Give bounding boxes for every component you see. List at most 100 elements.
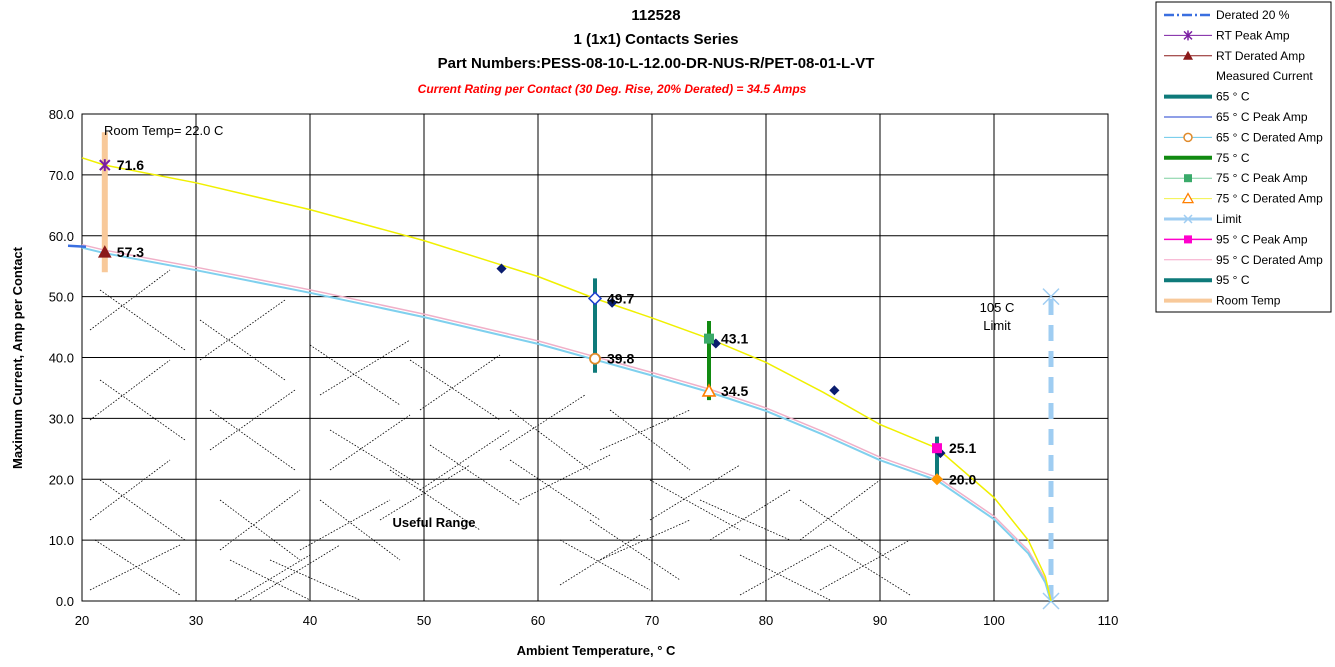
hatch-line: [649, 464, 741, 521]
annotation-useful-range: Useful Range: [392, 515, 475, 530]
legend-label: 95 ° C: [1216, 273, 1250, 287]
hatch-line: [234, 554, 311, 601]
hatch-line: [269, 559, 361, 601]
hatch-line: [379, 464, 471, 521]
grid-lines: [81, 113, 1109, 602]
data-label: 43.1: [721, 331, 748, 347]
hatch-line: [519, 454, 611, 501]
hatch-line: [429, 444, 521, 506]
c95-derated-marker: [930, 473, 944, 486]
hatch-line: [699, 499, 791, 541]
chart-title-line-3: Part Numbers:PESS-08-10-L-12.00-DR-NUS-R…: [438, 55, 875, 72]
y-tick-label: 30.0: [49, 411, 74, 426]
hatch-line: [419, 429, 511, 491]
data-label: 49.7: [607, 290, 634, 306]
y-tick-label: 20.0: [49, 472, 74, 487]
legend-marker: [1184, 174, 1192, 183]
legend-marker: [1183, 132, 1193, 143]
y-tick-label: 80.0: [49, 107, 74, 122]
legend-label: 65 ° C: [1216, 90, 1250, 104]
hatch-line: [829, 544, 911, 596]
derated-curve-pink: [81, 243, 1052, 600]
hatch-line: [94, 539, 181, 596]
legend-marker: [1184, 235, 1192, 244]
hatch-line: [499, 394, 586, 451]
measured-point: [607, 297, 618, 308]
x-tick-label: 100: [983, 613, 1005, 628]
y-tick-label: 50.0: [49, 290, 74, 305]
hatch-line: [89, 459, 171, 521]
hatch-line: [329, 429, 421, 486]
hatch-line: [739, 544, 831, 596]
annotation-room-temp: Room Temp= 22.0 C: [104, 123, 223, 138]
derated-20-line: [67, 244, 87, 248]
hatch-line: [249, 544, 341, 601]
hatch-line: [219, 489, 301, 551]
y-tick-label: 0.0: [56, 594, 74, 609]
legend: Derated 20 % RT Peak Amp RT Derated Amp Mea…: [1155, 1, 1332, 313]
legend-marker: [1181, 192, 1195, 204]
hatch-line: [609, 409, 691, 471]
hatch-line: [199, 299, 286, 361]
y-axis-title: Maximum Current, Amp per Contact: [10, 246, 25, 469]
peak-curve: [81, 157, 1052, 602]
hatch-line: [509, 459, 601, 521]
c95-peak-marker: [932, 443, 942, 454]
hatch-line: [319, 499, 401, 561]
hatch-line: [409, 359, 501, 421]
hatch-line: [799, 499, 891, 561]
hatch-line: [559, 539, 651, 591]
c65-derated-marker: [589, 352, 601, 365]
x-tick-label: 60: [531, 613, 545, 628]
rt-derated-marker: [97, 245, 112, 258]
hatch-line: [319, 339, 411, 396]
y-tick-label: 40.0: [49, 351, 74, 366]
chart-title-line-1: 112528: [631, 7, 680, 24]
legend-marker: [1183, 214, 1193, 224]
legend-label: 95 ° C Derated Amp: [1216, 253, 1323, 267]
hatch-line: [89, 269, 171, 331]
legend-label: 65 ° C Derated Amp: [1216, 130, 1323, 144]
x-tick-label: 110: [1098, 613, 1119, 628]
x-axis-title: Ambient Temperature, ° C: [517, 643, 676, 658]
c75-derated-marker: [701, 383, 717, 397]
limit-marker: [1042, 288, 1060, 306]
legend-label: Room Temp: [1216, 294, 1281, 308]
hatch-line: [739, 554, 831, 601]
x-tick-label: 90: [873, 613, 887, 628]
legend-label: Limit: [1216, 212, 1242, 226]
x-tick-label: 80: [759, 613, 773, 628]
legend-label: 75 ° C Derated Amp: [1216, 192, 1323, 206]
hatch-line: [509, 409, 591, 471]
hatch-line: [209, 389, 296, 451]
legend-label: 75 ° C Peak Amp: [1216, 171, 1308, 185]
x-tick-label: 50: [417, 613, 431, 628]
c65-peak-marker: [587, 291, 603, 306]
hatch-line: [649, 479, 741, 531]
hatch-line: [819, 539, 911, 591]
hatch-line: [99, 379, 186, 441]
hatch-line: [389, 469, 481, 531]
chart-title-line-2: 1 (1x1) Contacts Series: [573, 31, 738, 48]
hatch-line: [229, 559, 311, 601]
useful-range-hatching: [89, 269, 911, 601]
hatch-line: [219, 499, 301, 561]
legend-label: RT Peak Amp: [1216, 28, 1290, 42]
hatch-line: [589, 519, 681, 581]
hatch-line: [329, 414, 411, 471]
data-label: 25.1: [949, 440, 976, 456]
y-tick-label: 10.0: [49, 533, 74, 548]
y-tick-label: 70.0: [49, 168, 74, 183]
x-tick-label: 40: [303, 613, 317, 628]
legend-label: Measured Current: [1216, 69, 1313, 83]
x-tick-label: 30: [189, 613, 203, 628]
hatch-line: [89, 359, 171, 421]
data-label: 34.5: [721, 383, 748, 399]
hatch-line: [709, 489, 791, 541]
legend-label: 95 ° C Peak Amp: [1216, 232, 1308, 246]
hatch-line: [99, 479, 186, 541]
hatch-line: [419, 354, 501, 411]
hatch-line: [199, 319, 286, 381]
legend-label: Derated 20 %: [1216, 8, 1290, 22]
